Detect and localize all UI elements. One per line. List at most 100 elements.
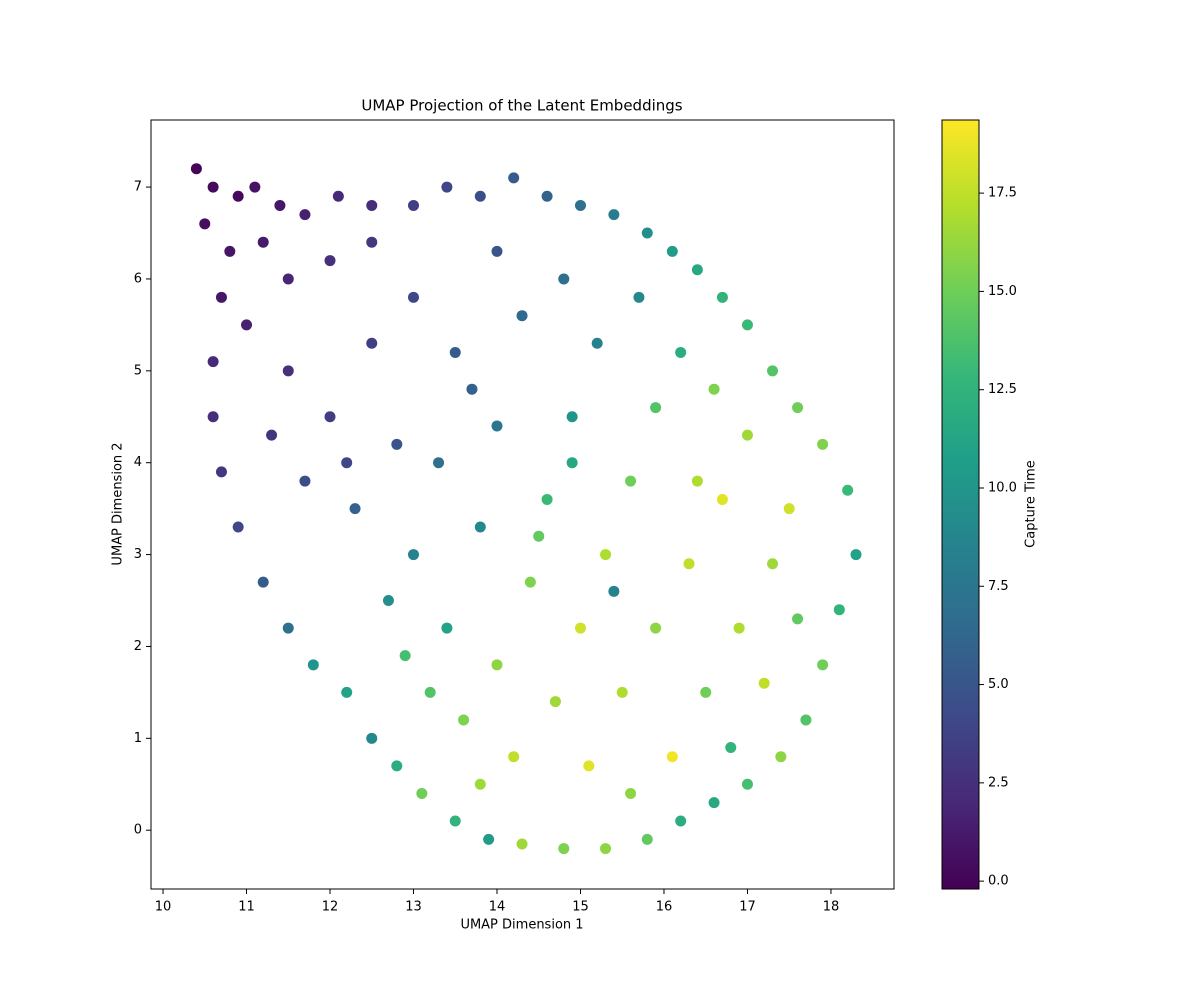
scatter-point	[767, 365, 779, 377]
plot-frame	[150, 119, 895, 890]
scatter-point	[424, 686, 436, 698]
y-tick-label: 6	[134, 271, 142, 286]
scatter-point	[650, 402, 662, 414]
scatter-point	[566, 411, 578, 423]
scatter-point	[408, 549, 420, 561]
colorbar-label: Capture Time	[1024, 460, 1039, 548]
scatter-point	[408, 199, 420, 211]
scatter-point	[382, 595, 394, 607]
scatter-point	[775, 751, 787, 763]
scatter-point	[741, 778, 753, 790]
scatter-point	[541, 190, 553, 202]
y-tick-label: 4	[134, 455, 142, 470]
scatter-point	[441, 181, 453, 193]
scatter-point	[833, 604, 845, 616]
scatter-point	[616, 686, 628, 698]
scatter-point	[232, 521, 244, 533]
scatter-point	[449, 346, 461, 358]
colorbar-tick-label: 17.5	[988, 186, 1017, 201]
scatter-point	[758, 677, 770, 689]
scatter-point	[282, 622, 294, 634]
y-tick-label: 7	[134, 180, 142, 195]
scatter-point	[608, 585, 620, 597]
scatter-point	[600, 549, 612, 561]
scatter-point	[792, 613, 804, 625]
y-axis-label: UMAP Dimension 2	[111, 442, 126, 565]
colorbar-tick-label: 10.0	[988, 480, 1017, 495]
scatter-point	[232, 190, 244, 202]
scatter-point	[341, 457, 353, 469]
scatter-point	[691, 264, 703, 276]
colorbar-tick-label: 7.5	[988, 579, 1009, 594]
scatter-point	[332, 190, 344, 202]
scatter-point	[299, 475, 311, 487]
scatter-point	[783, 503, 795, 515]
scatter-point	[800, 714, 812, 726]
scatter-point	[491, 420, 503, 432]
x-tick-label: 18	[823, 900, 840, 915]
scatter-point	[366, 236, 378, 248]
scatter-point	[591, 337, 603, 349]
y-tick-label: 3	[134, 547, 142, 562]
scatter-point	[700, 686, 712, 698]
scatter-point	[733, 622, 745, 634]
scatter-point	[641, 833, 653, 845]
x-tick-label: 17	[739, 900, 756, 915]
scatter-point	[215, 291, 227, 303]
scatter-point	[524, 576, 536, 588]
x-tick-label: 16	[656, 900, 673, 915]
scatter-point	[241, 319, 253, 331]
scatter-point	[767, 558, 779, 570]
x-tick-label: 12	[322, 900, 339, 915]
scatter-point	[716, 493, 728, 505]
scatter-point	[792, 402, 804, 414]
scatter-point	[675, 815, 687, 827]
scatter-point	[224, 245, 236, 257]
y-tick-label: 1	[134, 731, 142, 746]
colorbar-tick-label: 15.0	[988, 284, 1017, 299]
y-tick-label: 2	[134, 639, 142, 654]
scatter-point	[725, 742, 737, 754]
scatter-point	[516, 310, 528, 322]
colorbar-tick-label: 2.5	[988, 775, 1009, 790]
scatter-point	[741, 429, 753, 441]
x-tick-label: 15	[572, 900, 589, 915]
x-tick-label: 13	[405, 900, 422, 915]
scatter-point	[366, 199, 378, 211]
scatter-point	[282, 365, 294, 377]
scatter-point	[508, 751, 520, 763]
scatter-point	[675, 346, 687, 358]
scatter-point	[249, 181, 261, 193]
scatter-point	[842, 484, 854, 496]
scatter-point	[441, 622, 453, 634]
scatter-point	[257, 236, 269, 248]
scatter-point	[708, 383, 720, 395]
scatter-point	[207, 356, 219, 368]
scatter-point	[366, 732, 378, 744]
scatter-point	[207, 411, 219, 423]
scatter-point	[474, 521, 486, 533]
x-tick-label: 14	[489, 900, 506, 915]
scatter-point	[541, 493, 553, 505]
scatter-point	[516, 838, 528, 850]
scatter-point	[416, 787, 428, 799]
scatter-point	[549, 696, 561, 708]
colorbar-tick-label: 12.5	[988, 382, 1017, 397]
scatter-point	[716, 291, 728, 303]
scatter-point	[741, 319, 753, 331]
scatter-point	[574, 199, 586, 211]
scatter-point	[433, 457, 445, 469]
scatter-point	[324, 411, 336, 423]
scatter-point	[307, 659, 319, 671]
scatter-point	[533, 530, 545, 542]
scatter-point	[282, 273, 294, 285]
chart-title: UMAP Projection of the Latent Embeddings	[361, 97, 682, 115]
scatter-point	[199, 218, 211, 230]
scatter-point	[608, 209, 620, 221]
scatter-point	[399, 650, 411, 662]
colorbar	[941, 119, 980, 890]
scatter-point	[458, 714, 470, 726]
scatter-point	[708, 797, 720, 809]
scatter-point	[666, 245, 678, 257]
